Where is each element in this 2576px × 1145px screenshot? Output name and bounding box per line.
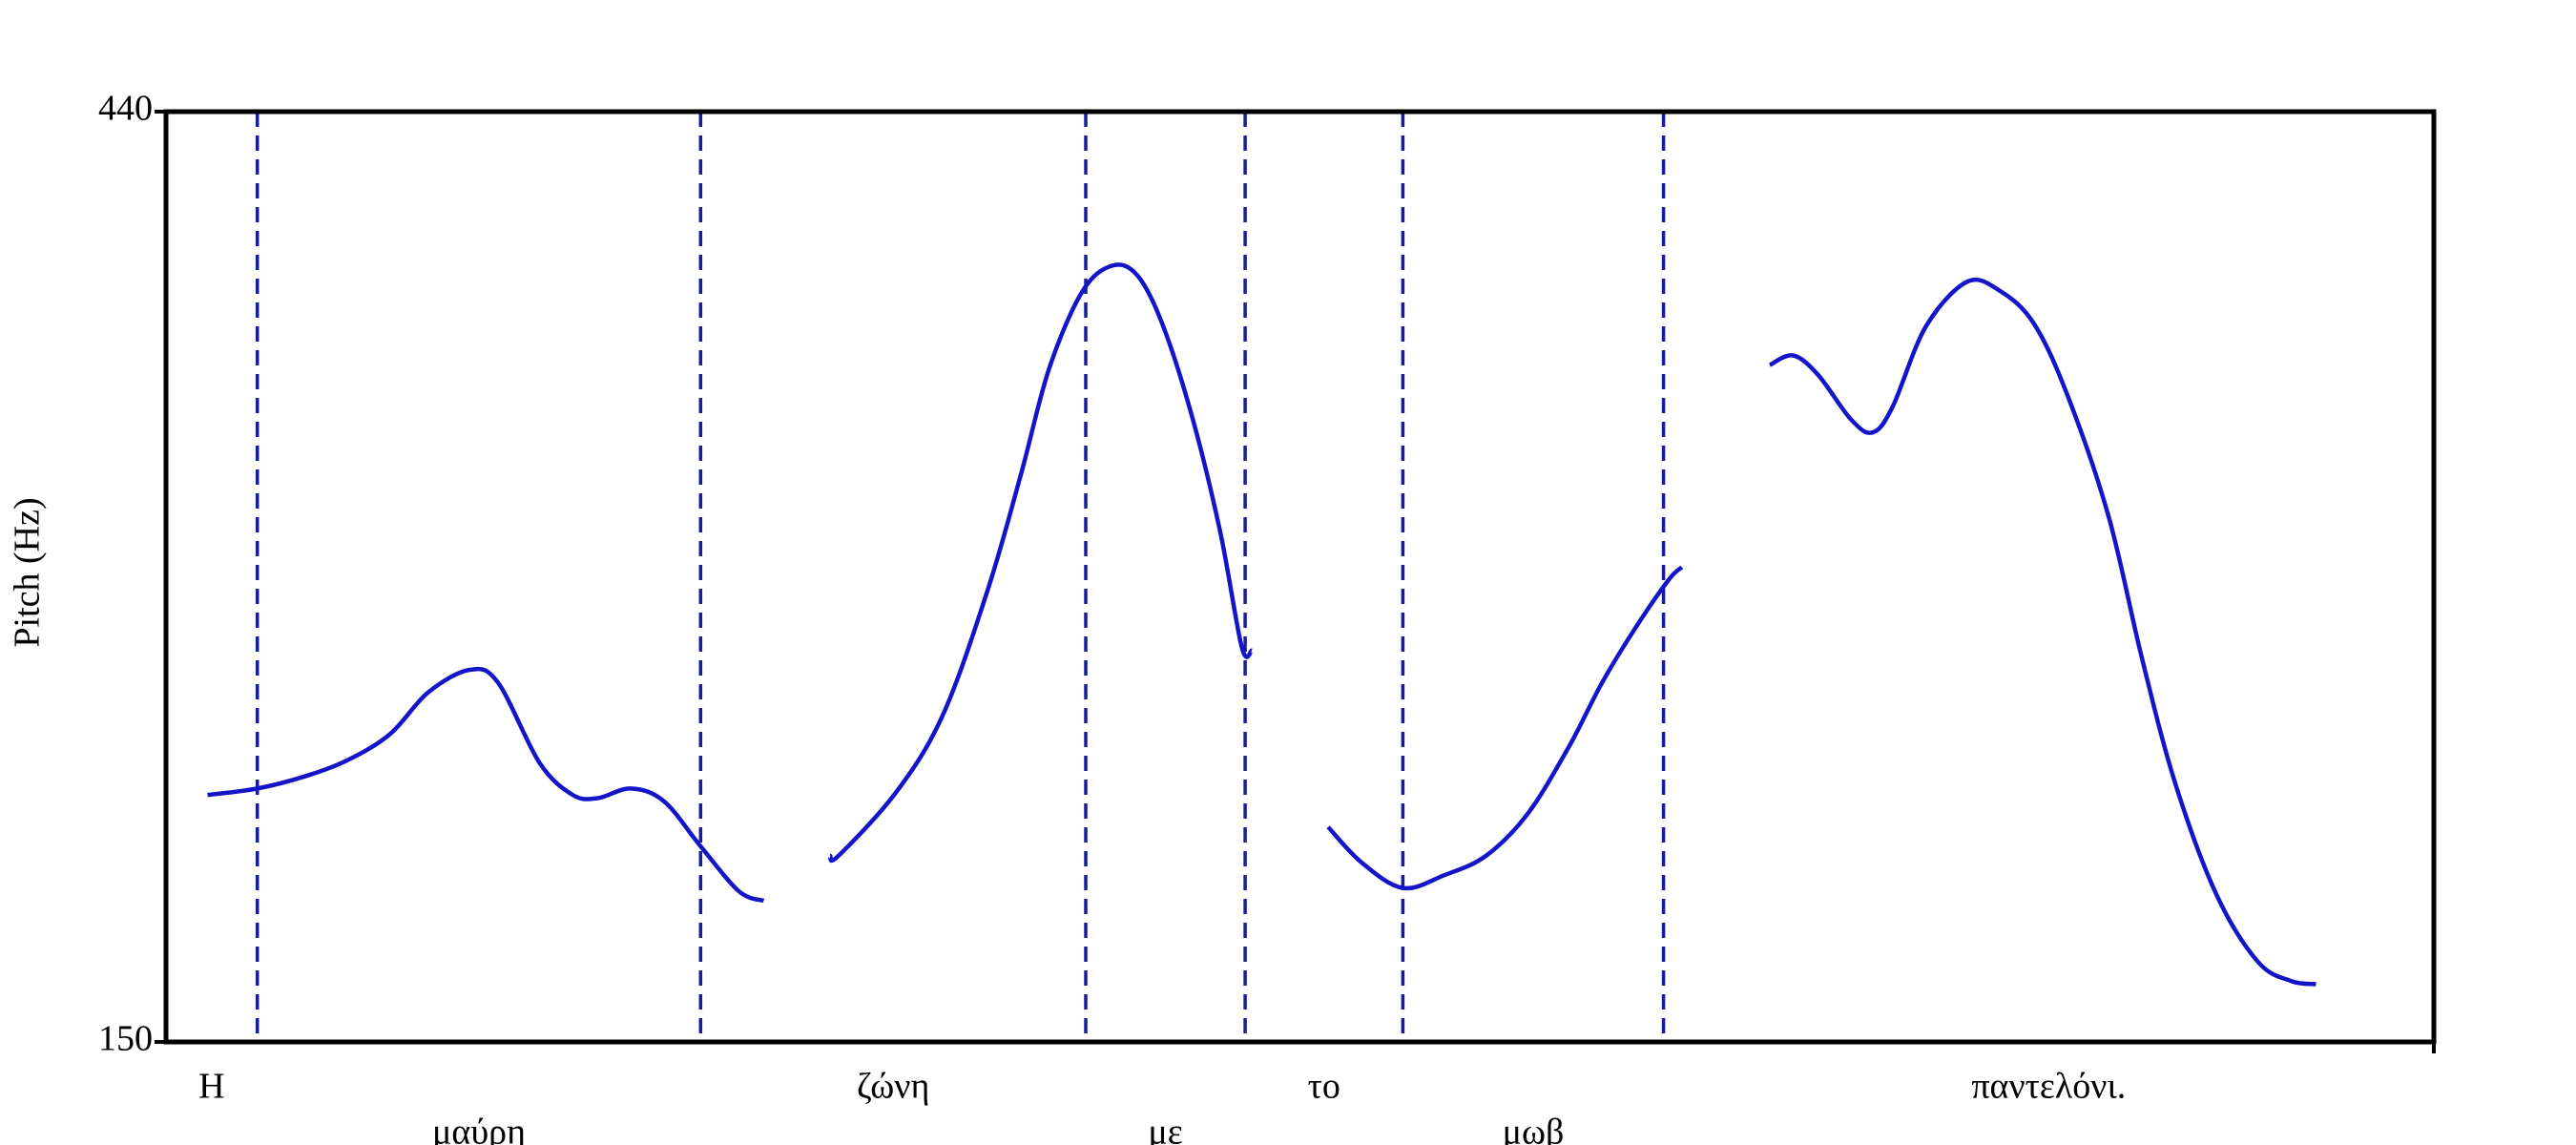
word-label: το bbox=[1308, 1067, 1340, 1107]
plot-frame bbox=[163, 109, 2437, 1045]
y-axis-label: Pitch (Hz) bbox=[8, 497, 48, 647]
word-label: παντελόνι. bbox=[1971, 1067, 2126, 1107]
word-label: μαύρη bbox=[432, 1113, 526, 1145]
word-label: ζώνη bbox=[857, 1067, 929, 1107]
word-label: Η bbox=[198, 1067, 224, 1107]
y-tick-label: 440 bbox=[98, 89, 153, 129]
word-label: μωβ bbox=[1503, 1113, 1565, 1145]
y-tick-label: 150 bbox=[98, 1019, 153, 1059]
word-label: με bbox=[1148, 1113, 1182, 1145]
pitch-contour bbox=[207, 262, 2316, 987]
